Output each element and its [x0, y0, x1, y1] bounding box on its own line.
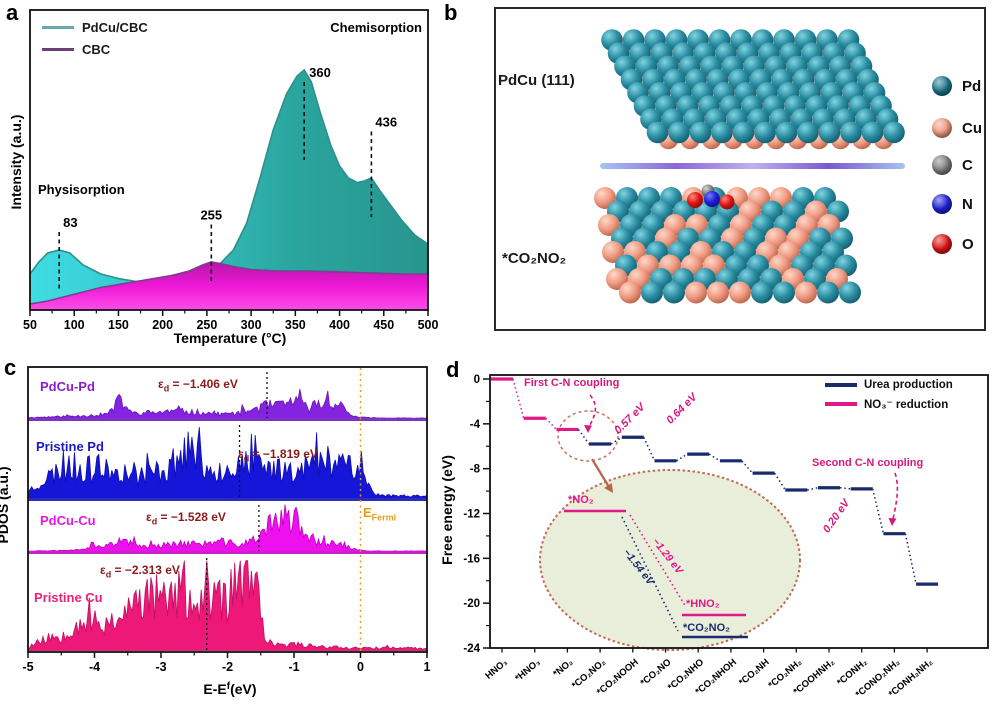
legend-item-cu: Cu	[932, 118, 982, 138]
svg-text:360: 360	[309, 65, 331, 80]
panel-d-letter: d	[446, 357, 460, 382]
physisorption-annotation: Physisorption	[38, 182, 125, 197]
energy-yaxis-label: Free energy (eV)	[439, 455, 455, 565]
pdos-label-pdcu-pd: PdCu-Pd	[40, 379, 95, 394]
legend-label-pdcu-cbc: PdCu/CBC	[82, 20, 148, 35]
dband-center-pdcu-pd: εd = −1.406 eV	[158, 377, 238, 394]
pdos-xaxis-label: E-E f (eV)	[203, 681, 257, 697]
fermi-level-label: EFermi	[363, 505, 397, 523]
svg-text:*NO₂: *NO₂	[568, 494, 594, 506]
legend-item-n: N	[932, 194, 973, 214]
legend-swatch-cbc	[42, 48, 74, 51]
svg-text:1: 1	[424, 660, 431, 674]
legend-swatch-pdcu-cbc	[42, 26, 74, 29]
svg-text:300: 300	[241, 318, 262, 332]
panel-b-letter: b	[444, 0, 458, 25]
pdos-plot: -5 -4 -3 -2 -1 0 1	[22, 366, 431, 674]
svg-text:255: 255	[200, 208, 222, 223]
pd-label: Pd	[962, 77, 982, 95]
svg-text:*HNO₂: *HNO₂	[686, 598, 720, 610]
second-cn-coupling-annotation: Second C-N coupling	[812, 457, 924, 469]
svg-text:83: 83	[63, 215, 77, 230]
svg-text:-12: -12	[463, 509, 480, 521]
legend-item-pdcu-cbc: PdCu/CBC	[42, 20, 148, 35]
svg-text:0.20 eV: 0.20 eV	[821, 496, 854, 535]
svg-text:-24: -24	[463, 643, 480, 655]
svg-text:-4: -4	[89, 660, 100, 674]
svg-text:-8: -8	[470, 464, 481, 476]
svg-text:0: 0	[357, 660, 364, 674]
chemisorption-annotation: Chemisorption	[330, 20, 422, 35]
svg-text:0.64 eV: 0.64 eV	[664, 390, 700, 426]
legend-item-cbc: CBC	[42, 42, 148, 57]
atomic-structure-drawing	[494, 7, 986, 331]
svg-text:436: 436	[375, 115, 397, 130]
pdos-yaxis-label: PDOS (a.u.)	[0, 466, 11, 544]
svg-text:400: 400	[329, 318, 350, 332]
svg-text:-2: -2	[222, 660, 233, 674]
co2no2-adsorbate-label: *CO₂NO₂	[502, 250, 567, 267]
panel-d-energy-diagram: *NO₂ −1.29 eV −1.54 eV *HNO₂ *CO₂NO₂ 0.57 eV 0…	[439, 355, 1000, 724]
svg-text:*HNO₃: *HNO₃	[513, 657, 542, 684]
o-label: O	[962, 235, 974, 253]
n-atom-icon	[932, 194, 952, 214]
svg-text:150: 150	[108, 318, 129, 332]
panel-b-structure-diagram: b PdCu (111) *CO₂NO₂ Pd Cu C N O	[440, 0, 1000, 355]
svg-text:*CO₂NO₂: *CO₂NO₂	[683, 622, 730, 634]
svg-text:0.57 eV: 0.57 eV	[612, 400, 648, 436]
tpd-legend: PdCu/CBC CBC	[42, 20, 148, 64]
pdcu111-label: PdCu (111)	[498, 72, 575, 89]
pdos-label-pristine-pd: Pristine Pd	[36, 439, 104, 454]
pdos-label-pdcu-cu: PdCu-Cu	[40, 513, 96, 528]
panel-c-pdos-chart: -5 -4 -3 -2 -1 0 1 c PdCu-Pd Pristine Pd PdCu-…	[0, 355, 440, 724]
tpd-yaxis-label: Intensity (a.u.)	[8, 114, 24, 210]
svg-text:450: 450	[373, 318, 394, 332]
svg-text:500: 500	[418, 318, 439, 332]
svg-text:0: 0	[474, 374, 480, 386]
legend-item-no3: NO₃⁻ reduction	[825, 397, 953, 411]
legend-swatch-no3	[825, 402, 857, 406]
cu-label: Cu	[962, 119, 982, 137]
first-cn-coupling-annotation: First C-N coupling	[524, 377, 620, 389]
svg-text:-16: -16	[463, 553, 480, 565]
svg-text:-1: -1	[288, 660, 299, 674]
panel-a-letter: a	[6, 0, 19, 25]
svg-text:200: 200	[152, 318, 173, 332]
svg-text:*NO₂: *NO₂	[551, 657, 575, 680]
legend-item-pd: Pd	[932, 76, 981, 96]
svg-text:HNO₃: HNO₃	[483, 657, 510, 682]
svg-text:100: 100	[64, 318, 85, 332]
svg-text:250: 250	[196, 318, 217, 332]
dband-center-pristine-cu: εd = −2.313 eV	[100, 563, 180, 580]
c-atom-icon	[932, 155, 952, 175]
legend-label-cbc: CBC	[82, 42, 111, 57]
legend-swatch-urea	[825, 383, 857, 387]
legend-label-urea: Urea production	[864, 379, 953, 391]
panel-c-letter: c	[4, 355, 17, 380]
pd-atom-icon	[932, 76, 952, 96]
panel-a-tpd-chart: 50 100 150 200 250 300 350 400 450 500 83 255 360 436…	[0, 0, 440, 355]
tpd-plot: 50 100 150 200 250 300 350 400 450 500 83 255 360 436	[23, 9, 439, 332]
svg-text:-3: -3	[155, 660, 166, 674]
svg-text:350: 350	[285, 318, 306, 332]
c-label: C	[962, 156, 973, 174]
cu-atom-icon	[932, 118, 952, 138]
n-label: N	[962, 195, 973, 213]
legend-item-o: O	[932, 234, 974, 254]
svg-text:-4: -4	[470, 419, 481, 431]
svg-text:50: 50	[23, 318, 37, 332]
legend-label-no3: NO₃⁻ reduction	[864, 399, 949, 411]
svg-text:-5: -5	[22, 660, 33, 674]
o-atom-icon	[932, 234, 952, 254]
tpd-xaxis-label: Temperature (°C)	[173, 330, 287, 346]
dband-center-pristine-pd: εd = −1.819 eV	[238, 447, 318, 464]
legend-item-urea: Urea production	[825, 379, 953, 391]
legend-item-c: C	[932, 155, 973, 175]
dband-center-pdcu-cu: εd = −1.528 eV	[146, 510, 226, 527]
energy-legend: Urea production NO₃⁻ reduction	[825, 379, 953, 417]
pdos-label-pristine-cu: Pristine Cu	[34, 590, 103, 605]
svg-text:-20: -20	[463, 598, 480, 610]
